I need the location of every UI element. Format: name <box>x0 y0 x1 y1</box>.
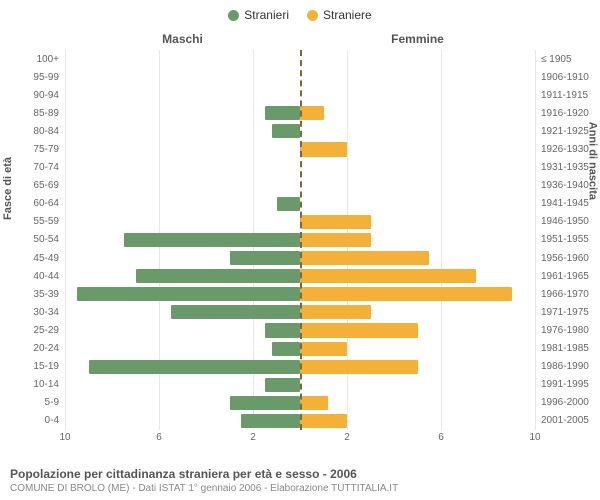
legend-item-male: Stranieri <box>228 8 289 22</box>
age-label: 40-44 <box>5 271 65 282</box>
birth-label: 2001-2005 <box>535 415 595 426</box>
bar-male <box>89 360 301 374</box>
bar-female <box>300 323 418 337</box>
birth-label: 1911-1915 <box>535 90 595 101</box>
birth-label: 1941-1945 <box>535 198 595 209</box>
age-label: 15-19 <box>5 361 65 372</box>
bar-male <box>277 197 301 211</box>
age-label: 85-89 <box>5 108 65 119</box>
age-label: 70-74 <box>5 162 65 173</box>
bar-female <box>300 360 418 374</box>
birth-label: 1906-1910 <box>535 72 595 83</box>
age-label: 75-79 <box>5 144 65 155</box>
x-tick: 10 <box>529 432 540 443</box>
chart-footer: Popolazione per cittadinanza straniera p… <box>10 467 590 494</box>
footer-title: Popolazione per cittadinanza straniera p… <box>10 467 590 481</box>
bar-female <box>300 106 324 120</box>
birth-label: 1946-1950 <box>535 216 595 227</box>
age-label: 50-54 <box>5 234 65 245</box>
bar-male <box>77 287 300 301</box>
birth-label: 1956-1960 <box>535 253 595 264</box>
bar-female <box>300 142 347 156</box>
birth-label: 1961-1965 <box>535 271 595 282</box>
bar-male <box>241 414 300 428</box>
birth-label: 1951-1955 <box>535 234 595 245</box>
bar-female <box>300 215 371 229</box>
age-label: 65-69 <box>5 180 65 191</box>
birth-label: 1986-1990 <box>535 361 595 372</box>
age-label: 25-29 <box>5 325 65 336</box>
age-label: 0-4 <box>5 415 65 426</box>
center-line <box>300 50 302 430</box>
side-titles: Maschi Femmine <box>65 32 535 46</box>
side-title-right: Femmine <box>300 32 535 46</box>
birth-label: 1921-1925 <box>535 126 595 137</box>
birth-label: 1971-1975 <box>535 307 595 318</box>
bar-male <box>136 269 301 283</box>
legend-item-female: Straniere <box>307 8 372 22</box>
bar-male <box>265 378 300 392</box>
bar-male <box>265 323 300 337</box>
side-title-left: Maschi <box>65 32 300 46</box>
bar-female <box>300 342 347 356</box>
birth-label: 1936-1940 <box>535 180 595 191</box>
bar-female <box>300 233 371 247</box>
birth-label: 1916-1920 <box>535 108 595 119</box>
age-label: 5-9 <box>5 397 65 408</box>
x-axis: 10622610 <box>65 432 535 446</box>
age-label: 95-99 <box>5 72 65 83</box>
bar-female <box>300 269 476 283</box>
bar-female <box>300 305 371 319</box>
age-label: 100+ <box>5 54 65 65</box>
birth-label: 1981-1985 <box>535 343 595 354</box>
bar-male <box>272 124 300 138</box>
age-label: 60-64 <box>5 198 65 209</box>
birth-label: 1991-1995 <box>535 379 595 390</box>
x-tick: 6 <box>156 432 162 443</box>
bar-male <box>124 233 300 247</box>
swatch-male <box>228 10 239 21</box>
legend: Stranieri Straniere <box>0 0 600 22</box>
birth-label: 1996-2000 <box>535 397 595 408</box>
swatch-female <box>307 10 318 21</box>
x-tick: 10 <box>59 432 70 443</box>
age-label: 80-84 <box>5 126 65 137</box>
x-tick: 2 <box>344 432 350 443</box>
bar-male <box>230 251 301 265</box>
birth-label: 1966-1970 <box>535 289 595 300</box>
age-label: 45-49 <box>5 253 65 264</box>
age-label: 30-34 <box>5 307 65 318</box>
pyramid-chart: 100+≤ 190595-991906-191090-941911-191585… <box>65 50 535 430</box>
birth-label: 1931-1935 <box>535 162 595 173</box>
bar-female <box>300 287 512 301</box>
birth-label: ≤ 1905 <box>535 54 595 65</box>
age-label: 35-39 <box>5 289 65 300</box>
bar-male <box>230 396 301 410</box>
age-label: 20-24 <box>5 343 65 354</box>
age-label: 55-59 <box>5 216 65 227</box>
x-tick: 6 <box>438 432 444 443</box>
birth-label: 1926-1930 <box>535 144 595 155</box>
bar-male <box>265 106 300 120</box>
bar-male <box>171 305 300 319</box>
bar-female <box>300 414 347 428</box>
x-tick: 2 <box>250 432 256 443</box>
legend-label-male: Stranieri <box>244 8 289 22</box>
age-label: 90-94 <box>5 90 65 101</box>
bar-female <box>300 251 429 265</box>
birth-label: 1976-1980 <box>535 325 595 336</box>
footer-subtitle: COMUNE DI BROLO (ME) - Dati ISTAT 1° gen… <box>10 483 590 494</box>
age-label: 10-14 <box>5 379 65 390</box>
bar-male <box>272 342 300 356</box>
legend-label-female: Straniere <box>323 8 372 22</box>
bar-female <box>300 396 328 410</box>
